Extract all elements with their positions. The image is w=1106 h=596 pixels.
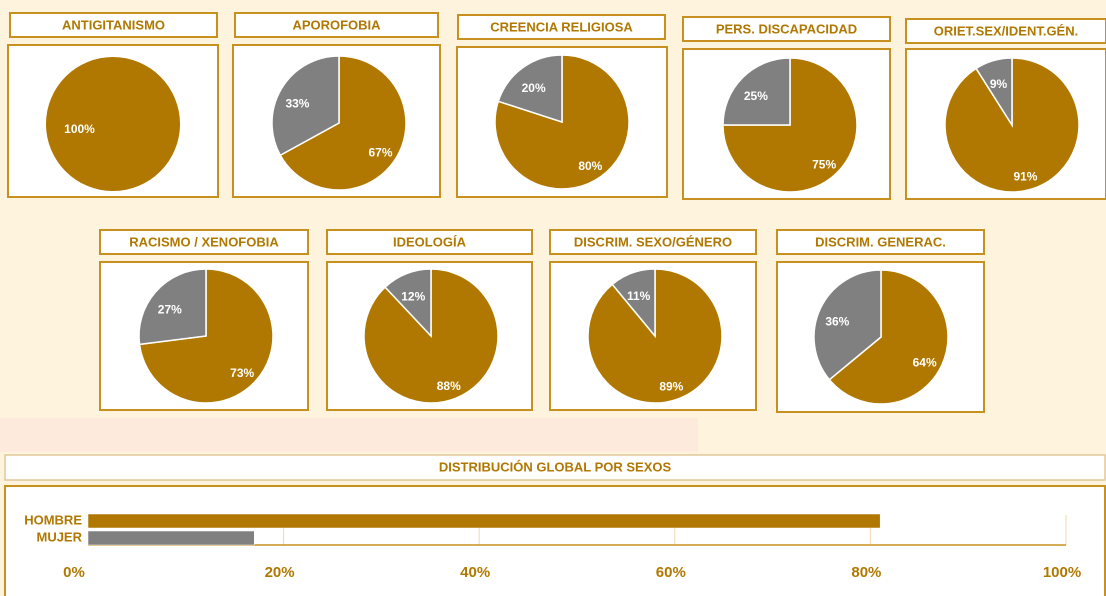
- pie-slice: [279, 55, 407, 191]
- pie-title: APOROFOBIA: [292, 17, 381, 32]
- pie-slice: [271, 55, 340, 157]
- data-label: 73%: [230, 366, 254, 380]
- data-label: 75%: [812, 157, 836, 171]
- pie-title: DISCRIM. GENERAC.: [815, 234, 946, 249]
- data-label: 33%: [285, 97, 309, 111]
- pie-slice: [722, 57, 858, 193]
- title-box: [457, 14, 666, 40]
- x-tick-label: 100%: [1043, 564, 1081, 581]
- title-box: [234, 12, 439, 38]
- title-box: [9, 12, 218, 38]
- chart-title: DISTRIBUCIÓN GLOBAL POR SEXOS: [439, 459, 672, 474]
- x-tick-label: 60%: [656, 564, 686, 581]
- pie-slice: [138, 268, 207, 346]
- data-label: 91%: [1013, 169, 1037, 183]
- strip: [0, 418, 698, 452]
- pie-title: ORIET.SEX/IDENT.GÉN.: [934, 23, 1078, 38]
- pie-slice: [494, 54, 630, 190]
- data-label: 89%: [659, 380, 683, 394]
- data-label: 36%: [825, 315, 849, 329]
- y-tick-label: MUJER: [36, 529, 82, 544]
- x-tick-label: 20%: [265, 564, 295, 581]
- data-label: 88%: [437, 379, 461, 393]
- pie-title: CREENCIA RELIGIOSA: [490, 19, 633, 34]
- pie-slice: [828, 269, 949, 405]
- pie-slice: [611, 268, 656, 339]
- title-box: [4, 454, 1106, 481]
- pie-slice: [46, 57, 180, 191]
- title-box: [776, 229, 985, 255]
- data-label: 80%: [578, 159, 602, 173]
- data-label: 25%: [744, 89, 768, 103]
- pie-title: DISCRIM. SEXO/GÉNERO: [574, 234, 732, 249]
- data-label: 27%: [158, 302, 182, 316]
- pie-slice: [975, 57, 1013, 128]
- pie-title: IDEOLOGÍA: [393, 234, 467, 249]
- pie-title: RACISMO / XENOFOBIA: [129, 234, 279, 249]
- pie-slice: [813, 269, 882, 381]
- x-tick-label: 0%: [63, 564, 85, 581]
- pie-title: PERS. DISCAPACIDAD: [716, 21, 857, 36]
- data-label: 9%: [990, 77, 1008, 91]
- data-label: 64%: [913, 356, 937, 370]
- title-box: [682, 16, 891, 42]
- data-label: 100%: [64, 122, 95, 136]
- title-box: [549, 229, 757, 255]
- title-box: [326, 229, 533, 255]
- y-tick-label: HOMBRE: [24, 512, 82, 527]
- data-label: 20%: [522, 81, 546, 95]
- pie-slice: [497, 54, 563, 124]
- data-label: 11%: [627, 289, 651, 303]
- pie-slice: [384, 268, 432, 338]
- bar: [87, 513, 881, 529]
- x-tick-label: 40%: [460, 564, 490, 581]
- x-tick-label: 80%: [851, 564, 881, 581]
- pie-slice: [722, 57, 791, 126]
- data-label: 67%: [369, 146, 393, 160]
- data-label: 12%: [401, 289, 425, 303]
- title-box: [99, 229, 309, 255]
- bar: [87, 530, 255, 546]
- title-box: [905, 18, 1106, 44]
- pie-title: ANTIGITANISMO: [62, 17, 165, 32]
